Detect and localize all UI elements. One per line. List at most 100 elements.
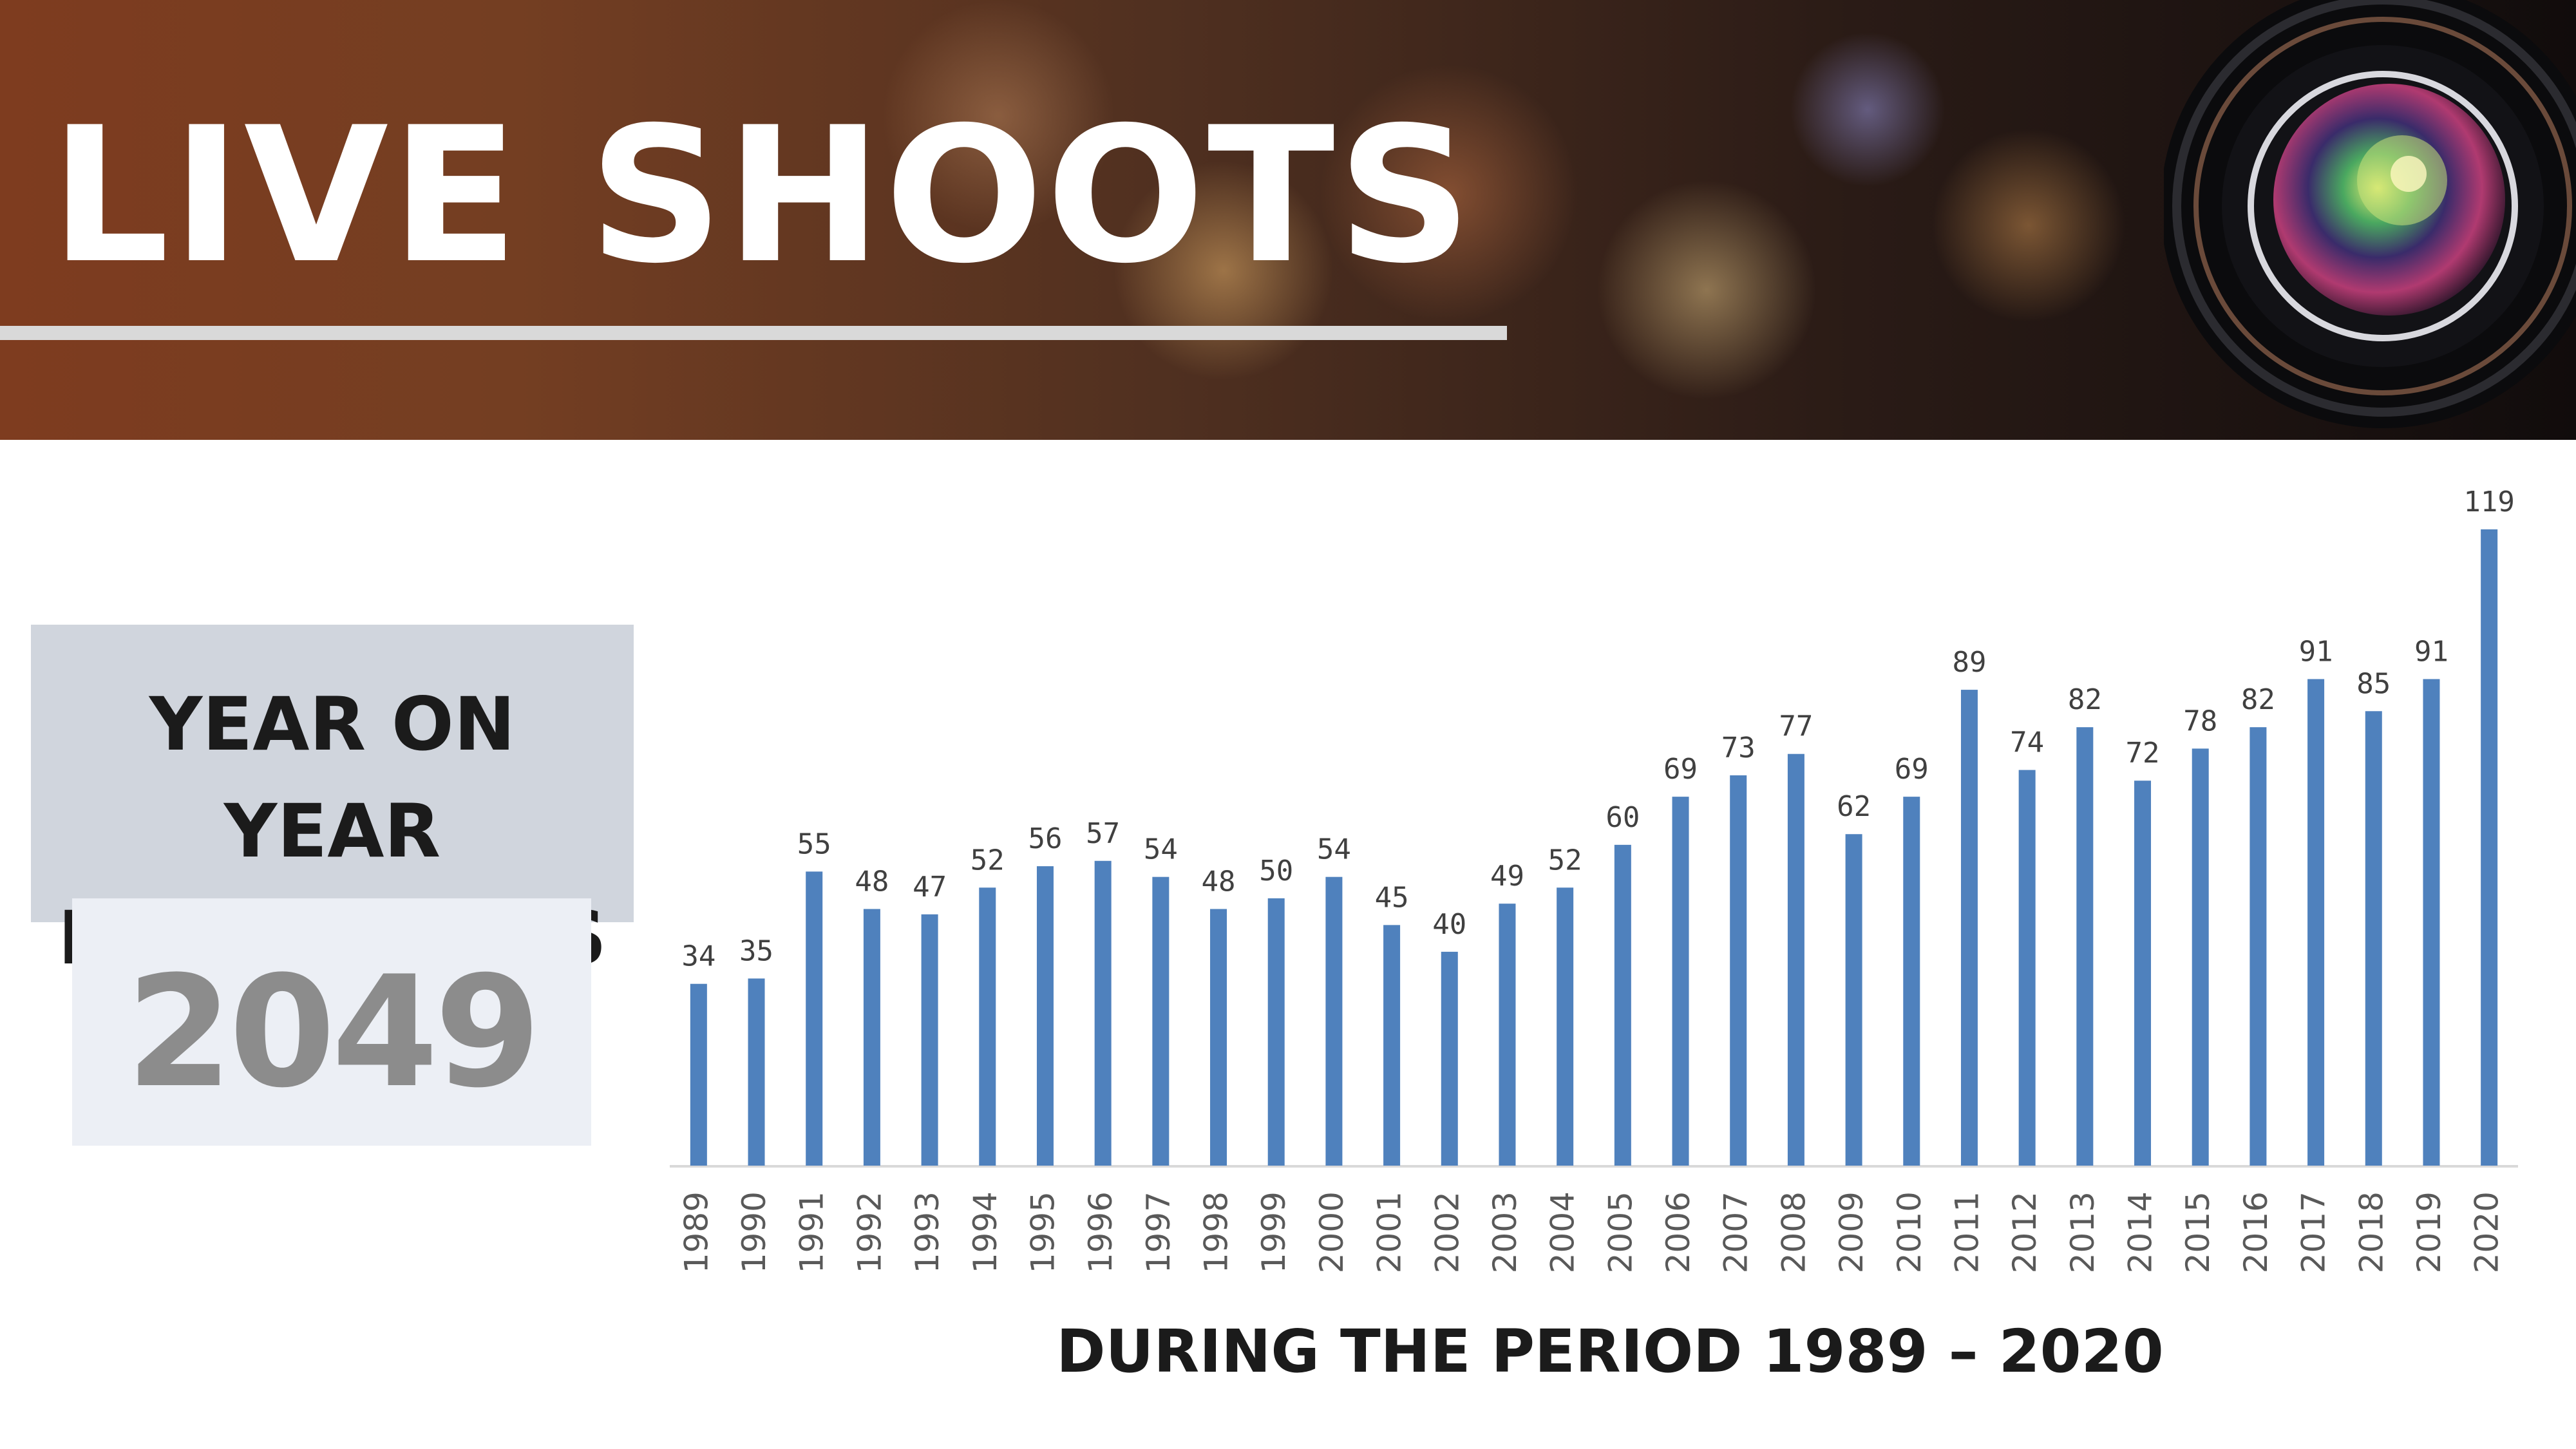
data-label-2019: 91: [2414, 635, 2448, 668]
bar-2000: [1325, 876, 1343, 1166]
bar-1995: [1036, 866, 1054, 1166]
bar-1990: [748, 978, 765, 1166]
tick-label-2004: 2004: [1544, 1191, 1582, 1273]
data-label-1992: 48: [855, 865, 889, 898]
title-underline: [0, 326, 1507, 340]
tick-label-2003: 2003: [1486, 1191, 1524, 1273]
tick-label-2014: 2014: [2122, 1191, 2159, 1273]
bar-2008: [1787, 753, 1804, 1166]
bar-series: [690, 529, 2498, 1166]
tick-label-2017: 2017: [2295, 1191, 2333, 1273]
tick-label-1993: 1993: [909, 1191, 946, 1273]
bar-2009: [1845, 834, 1862, 1166]
data-label-2000: 54: [1317, 833, 1351, 866]
bar-2015: [2192, 748, 2209, 1166]
bar-2007: [1730, 775, 1747, 1166]
x-tick-labels: 1989 1990 1991 1992 1993 1994 1995 1996 1997 1998…: [677, 1191, 2505, 1273]
bar-2005: [1614, 844, 1631, 1166]
data-label-1997: 54: [1144, 833, 1178, 866]
tick-label-1994: 1994: [967, 1191, 1004, 1273]
bar-1994: [979, 887, 996, 1166]
data-label-2012: 74: [2010, 726, 2044, 759]
tick-label-1997: 1997: [1140, 1191, 1177, 1273]
summary-total-value: 2049: [126, 943, 541, 1122]
data-label-1991: 55: [797, 828, 831, 860]
data-label-1996: 57: [1086, 817, 1120, 850]
tick-label-1989: 1989: [677, 1191, 715, 1273]
tick-label-2020: 2020: [2468, 1191, 2506, 1273]
summary-total-card: 2049: [72, 898, 591, 1146]
tick-label-1995: 1995: [1024, 1191, 1061, 1273]
camera-lens-icon: [2164, 0, 2576, 428]
data-label-2003: 49: [1490, 860, 1524, 893]
tick-label-2001: 2001: [1371, 1191, 1408, 1273]
tick-label-1998: 1998: [1198, 1191, 1235, 1273]
data-label-2008: 77: [1779, 710, 1813, 743]
tick-label-2019: 2019: [2410, 1191, 2448, 1273]
data-label-1990: 35: [739, 934, 773, 967]
bar-2019: [2423, 679, 2440, 1166]
bar-2010: [1903, 797, 1920, 1166]
tick-label-1999: 1999: [1255, 1191, 1293, 1273]
tick-label-2012: 2012: [2006, 1191, 2043, 1273]
bar-2014: [2134, 781, 2152, 1166]
data-label-1993: 47: [913, 871, 947, 904]
bar-2004: [1557, 887, 1574, 1166]
tick-label-2008: 2008: [1775, 1191, 1812, 1273]
tick-label-1996: 1996: [1082, 1191, 1119, 1273]
bar-2018: [2365, 711, 2382, 1166]
data-label-2007: 73: [1721, 732, 1756, 764]
bar-2003: [1499, 904, 1516, 1166]
chart-caption: DURING THE PERIOD 1989 – 2020: [1056, 1317, 2164, 1386]
page-title: LIVE SHOOTS: [50, 88, 1475, 305]
data-label-1989: 34: [681, 940, 715, 973]
bar-1997: [1152, 876, 1170, 1166]
data-label-2020: 119: [2463, 486, 2514, 518]
tick-label-2000: 2000: [1313, 1191, 1350, 1273]
bar-2020: [2481, 529, 2498, 1166]
bar-1991: [806, 871, 823, 1166]
tick-label-2005: 2005: [1602, 1191, 1639, 1273]
data-labels: 34 35 55 48 47 52 56 57 54 48 50 54 45 40 49 52 60 69 73 77…: [681, 486, 2515, 973]
tick-label-2016: 2016: [2237, 1191, 2275, 1273]
bar-2001: [1383, 925, 1401, 1166]
tick-label-1992: 1992: [851, 1191, 888, 1273]
data-label-2004: 52: [1548, 844, 1582, 876]
data-label-1994: 52: [971, 844, 1005, 876]
data-label-2005: 60: [1605, 801, 1640, 834]
tick-label-2018: 2018: [2353, 1191, 2390, 1273]
tick-label-2002: 2002: [1428, 1191, 1466, 1273]
bar-1992: [863, 909, 880, 1166]
data-label-2001: 45: [1375, 881, 1409, 914]
bar-2013: [2076, 727, 2094, 1166]
bar-2011: [1960, 690, 1978, 1166]
tick-label-2015: 2015: [2179, 1191, 2217, 1273]
data-label-2016: 82: [2241, 683, 2275, 716]
data-label-2015: 78: [2183, 705, 2217, 737]
bar-2002: [1441, 951, 1458, 1166]
bar-1999: [1267, 898, 1285, 1166]
data-label-2018: 85: [2356, 667, 2391, 700]
bar-1989: [690, 983, 707, 1166]
data-label-2014: 72: [2126, 737, 2160, 770]
data-label-1995: 56: [1028, 822, 1062, 855]
tick-label-2011: 2011: [1948, 1191, 1985, 1273]
data-label-1999: 50: [1259, 855, 1293, 887]
bar-2017: [2307, 679, 2325, 1166]
tick-label-1990: 1990: [735, 1191, 773, 1273]
tick-label-2007: 2007: [1718, 1191, 1755, 1273]
data-label-2009: 62: [1837, 790, 1871, 823]
bar-2012: [2018, 770, 2036, 1166]
data-label-2006: 69: [1663, 753, 1698, 786]
tick-label-2006: 2006: [1660, 1191, 1697, 1273]
tick-label-2013: 2013: [2064, 1191, 2101, 1273]
data-label-2010: 69: [1895, 753, 1929, 786]
bar-1998: [1210, 909, 1227, 1166]
header-banner: LIVE SHOOTS: [0, 0, 2576, 440]
bar-2006: [1672, 797, 1689, 1166]
data-label-2013: 82: [2068, 683, 2102, 716]
data-label-2017: 91: [2299, 635, 2333, 668]
bar-1993: [921, 914, 938, 1166]
data-label-2011: 89: [1952, 646, 1986, 679]
